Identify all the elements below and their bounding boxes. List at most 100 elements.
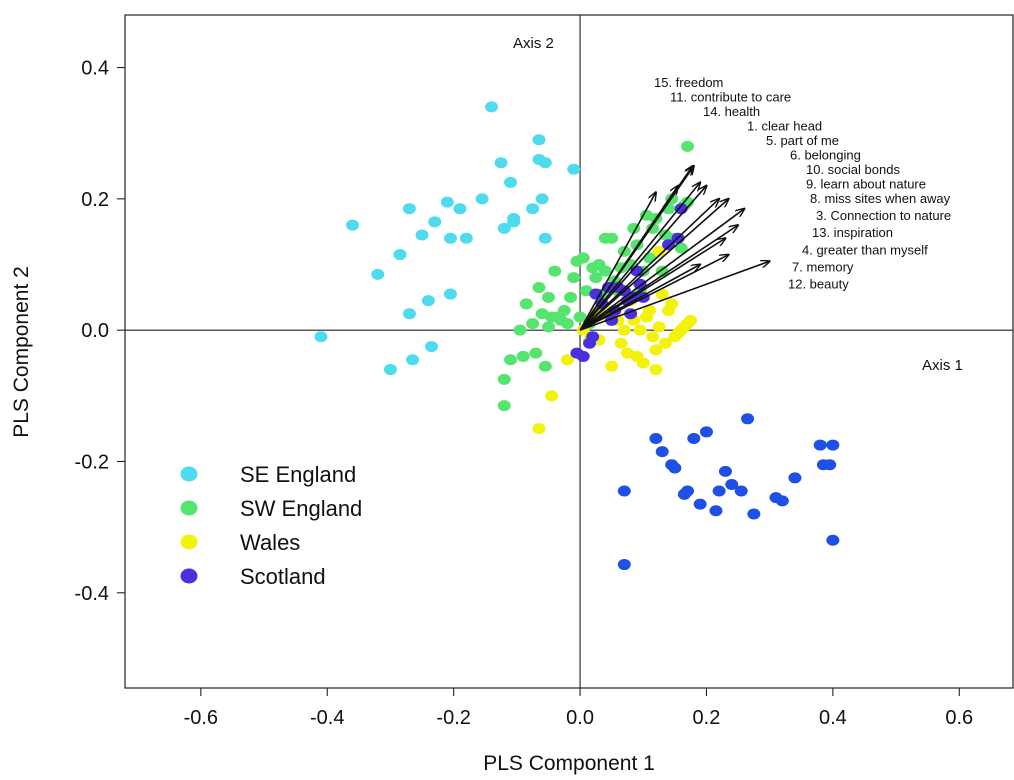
data-point: [529, 347, 543, 359]
loading-arrow: [579, 199, 719, 331]
y-axis-title: PLS Component 2: [10, 266, 33, 438]
loading-arrow: [579, 265, 700, 331]
vector-label: 5. part of me: [766, 133, 839, 148]
data-point: [712, 485, 726, 497]
data-point: [557, 304, 571, 316]
data-point: [346, 219, 360, 231]
data-point: [589, 272, 603, 284]
axis2-label: Axis 2: [513, 35, 554, 52]
data-point: [415, 229, 429, 241]
data-point: [314, 331, 328, 343]
vector-label: 6. belonging: [790, 148, 861, 163]
loading-arrow: [579, 238, 725, 331]
legend-label: SE England: [240, 462, 356, 487]
data-point: [655, 288, 669, 300]
legend-marker: [180, 466, 198, 482]
data-point: [428, 216, 442, 228]
x-tick-label: -0.2: [436, 707, 470, 729]
data-point: [443, 232, 457, 244]
data-point: [605, 360, 619, 372]
legend: SE England SW England Wales Scotland: [180, 462, 362, 589]
data-point: [617, 485, 631, 497]
data-point: [668, 462, 682, 474]
data-point: [371, 268, 385, 280]
y-axis-ticks: -0.4 -0.2 0.0 0.2 0.4: [75, 58, 125, 605]
data-point: [687, 432, 701, 444]
legend-label: Scotland: [240, 564, 326, 589]
data-point: [649, 364, 663, 376]
data-point: [646, 331, 660, 343]
legend-label: Wales: [240, 530, 300, 555]
loading-arrow: [579, 182, 700, 331]
data-point: [535, 193, 549, 205]
legend-marker: [180, 500, 198, 516]
data-point: [443, 288, 457, 300]
data-point: [775, 495, 789, 507]
plot-frame: [124, 14, 1014, 689]
data-point: [564, 291, 578, 303]
legend-marker: [180, 534, 198, 550]
data-point: [614, 337, 628, 349]
data-point: [709, 505, 723, 517]
data-point: [548, 265, 562, 277]
data-point: [475, 193, 489, 205]
data-point: [788, 472, 802, 484]
data-point: [532, 281, 546, 293]
data-point: [513, 324, 527, 336]
data-point: [421, 295, 435, 307]
data-point: [681, 140, 695, 152]
data-point: [425, 341, 439, 353]
data-point: [718, 465, 732, 477]
loading-arrow: [579, 186, 706, 331]
data-point: [741, 413, 755, 425]
data-point: [567, 163, 581, 175]
vector-label: 10. social bonds: [806, 162, 900, 177]
data-point: [526, 318, 540, 330]
data-point: [576, 350, 590, 362]
data-point: [633, 278, 647, 290]
y-tick-label: 0.0: [81, 320, 109, 342]
data-point: [383, 364, 397, 376]
data-point: [545, 390, 559, 402]
data-point: [598, 265, 612, 277]
x-tick-label: 0.4: [819, 707, 847, 729]
vector-label: 4. greater than myself: [802, 242, 928, 257]
data-point: [649, 432, 663, 444]
data-point: [576, 252, 590, 264]
data-point: [497, 222, 511, 234]
data-point: [538, 360, 552, 372]
data-point: [747, 508, 761, 520]
data-point: [485, 101, 499, 113]
data-point: [497, 400, 511, 412]
data-point: [504, 354, 518, 366]
vector-label: 13. inspiration: [812, 225, 893, 240]
data-point: [516, 350, 530, 362]
data-point: [617, 559, 631, 571]
data-point: [504, 176, 518, 188]
x-tick-label: 0.0: [566, 707, 594, 729]
y-tick-label: 0.4: [81, 58, 109, 80]
data-point: [560, 318, 574, 330]
data-point: [560, 354, 574, 366]
data-point: [519, 298, 533, 310]
loading-arrow: [579, 199, 729, 331]
data-point: [643, 304, 657, 316]
data-point: [406, 354, 420, 366]
vector-label: 1. clear head: [747, 119, 822, 134]
y-tick-label: -0.4: [75, 583, 109, 605]
data-point: [699, 426, 713, 438]
data-point: [541, 321, 555, 333]
data-point: [681, 485, 695, 497]
vector-label: 15. freedom: [654, 75, 723, 90]
axis1-label: Axis 1: [922, 357, 963, 374]
data-point: [693, 498, 707, 510]
data-point: [674, 242, 688, 254]
data-point: [526, 203, 540, 215]
data-point: [734, 485, 748, 497]
x-axis-title: PLS Component 1: [483, 752, 655, 775]
data-point: [826, 439, 840, 451]
data-point: [633, 324, 647, 336]
vector-label: 12. beauty: [788, 277, 849, 292]
